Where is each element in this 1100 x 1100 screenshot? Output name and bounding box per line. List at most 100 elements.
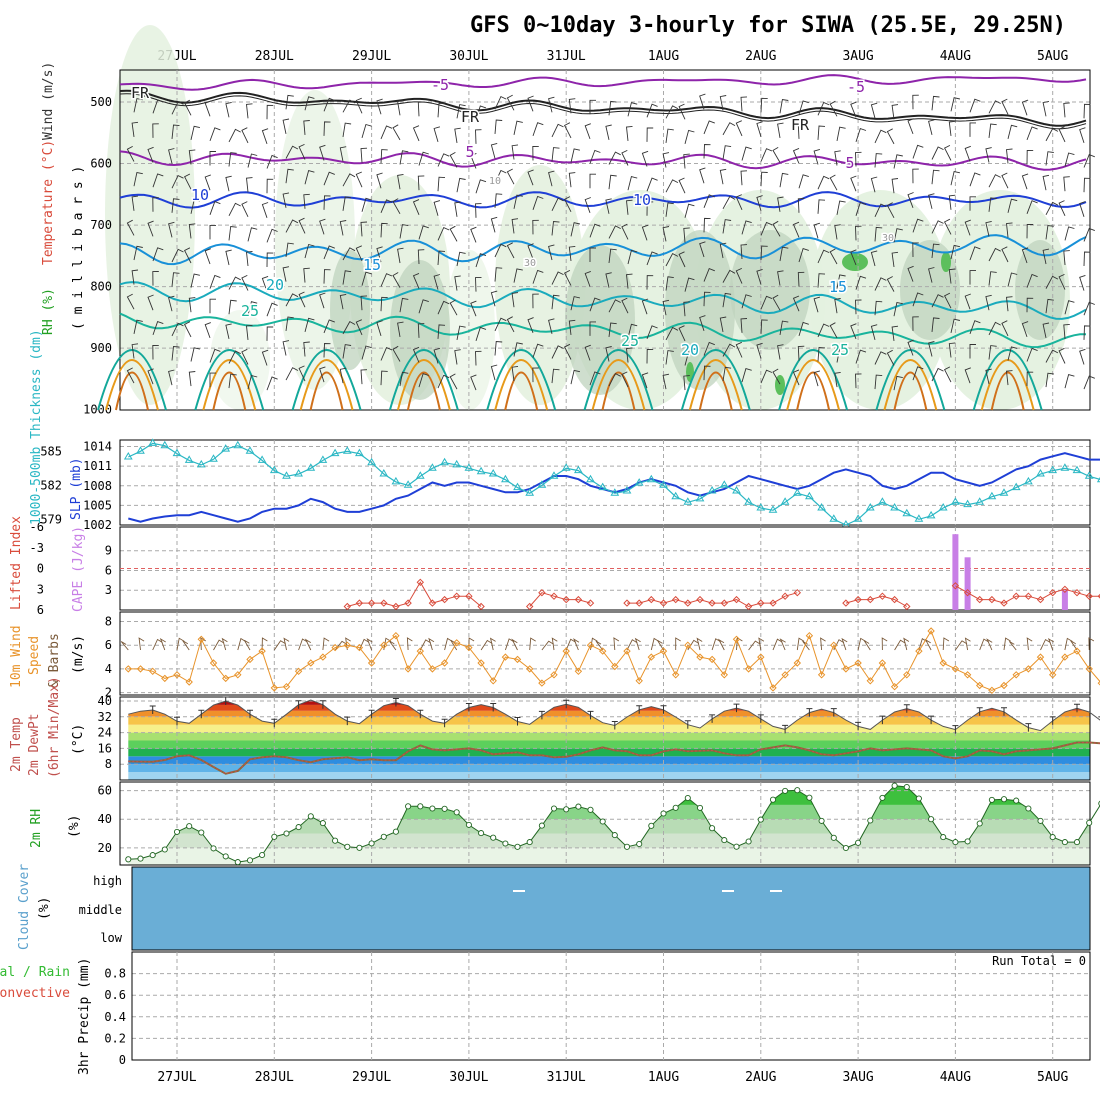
- boundary-layer-contour: [796, 371, 831, 411]
- wind-barb-10m: [1003, 637, 1011, 651]
- wind-barb: [829, 100, 838, 117]
- wind-speed-point: [939, 659, 947, 667]
- wind-speed-point: [1024, 665, 1033, 673]
- wind-barb: [797, 271, 805, 287]
- date-label-top: 2AUG: [745, 49, 776, 64]
- rh-point: [332, 837, 339, 844]
- wind-barb: [626, 199, 633, 215]
- cape-ylabel-cape: CAPE (J/kg): [71, 526, 86, 612]
- wind-barb: [1063, 323, 1070, 339]
- cloud-yunit: (%): [37, 897, 52, 920]
- wind-speed-point: [343, 641, 352, 649]
- wind-barb-10m: [626, 639, 638, 651]
- wind-barb: [608, 100, 617, 116]
- wind-barb: [548, 244, 555, 261]
- wind-barb: [665, 105, 679, 119]
- wind-barb: [719, 316, 727, 332]
- wind-barb: [511, 292, 519, 308]
- wind-barb-10m: [595, 640, 604, 651]
- date-axis-top: 27JUL 28JUL 29JUL 30JUL 31JUL 1AUG 2AUG 3AUG 4AU…: [157, 49, 1068, 64]
- wind-barb: [699, 167, 706, 184]
- wind-barb: [684, 351, 695, 366]
- temp-band: [128, 710, 1090, 717]
- wind-barb: [1007, 124, 1018, 140]
- wind-barb: [548, 170, 555, 187]
- rh-point: [234, 859, 241, 866]
- wind-barb: [266, 252, 274, 268]
- wind-speed-line: [128, 629, 1100, 691]
- thickness-point: [464, 463, 474, 471]
- wind-barb: [969, 122, 976, 137]
- wind-barb: [183, 321, 192, 338]
- wind-barb: [964, 219, 971, 236]
- date-label-bottom: 30JUL: [449, 1070, 488, 1085]
- rh-point: [599, 818, 606, 825]
- boundary-layer-contour: [291, 349, 362, 411]
- boundary-layer-contour: [194, 349, 265, 411]
- wind-speed-point: [513, 655, 522, 664]
- wind-barb: [454, 349, 461, 365]
- wind-barb: [772, 220, 781, 237]
- wind-barb: [1026, 223, 1034, 239]
- wind-speed-point: [708, 655, 716, 664]
- thickness-point: [355, 448, 364, 457]
- wind-barb: [376, 320, 383, 337]
- wind-barb: [188, 149, 196, 165]
- wind-barb: [319, 218, 326, 235]
- thickness-point: [1084, 471, 1094, 479]
- wind-speed-point: [1048, 671, 1057, 679]
- wind-barb: [870, 324, 878, 341]
- temp-minmax-marker: [490, 703, 497, 712]
- wind-speed-point: [890, 682, 899, 691]
- rh-region: [105, 25, 195, 405]
- boundary-layer-contour: [388, 349, 459, 411]
- wind-speed-point: [161, 674, 169, 683]
- wind-barb: [171, 346, 180, 361]
- temp-minmax-marker: [174, 716, 180, 726]
- rh-point: [696, 804, 704, 811]
- rh-shading: [105, 25, 1070, 410]
- thickness-point: [318, 455, 328, 463]
- precip-ylabel-3: 3hr Precip (mm): [77, 958, 92, 1075]
- wind-barb: [319, 144, 326, 161]
- rh-point: [563, 806, 570, 813]
- wind-barb: [454, 201, 461, 217]
- wind-barb-10m: [590, 637, 598, 651]
- thickness-point: [537, 480, 547, 488]
- li-point: [1000, 599, 1008, 607]
- temp-ylabel-1: 2m Temp: [9, 717, 24, 772]
- thickness-point: [440, 457, 449, 466]
- rh-region-dense: [730, 230, 810, 350]
- wind-barb: [168, 295, 175, 312]
- wind-barb: [397, 321, 404, 337]
- wind-barb: [131, 195, 139, 211]
- wind-barb: [527, 317, 534, 334]
- wind-barb: [1058, 200, 1066, 216]
- li-point: [550, 592, 558, 600]
- wind-barb: [817, 347, 826, 362]
- wind-barb: [131, 343, 139, 359]
- wind-barb: [589, 247, 596, 262]
- wind-barb: [152, 344, 159, 360]
- wind-barb: [261, 128, 269, 145]
- wind-barb: [494, 243, 507, 258]
- temp-ytick: 32: [98, 710, 112, 724]
- rh-point: [271, 833, 278, 840]
- wind-speed-point: [124, 665, 133, 673]
- thickness-point: [792, 488, 802, 496]
- wind-barb: [247, 301, 258, 316]
- date-label-top: 1AUG: [648, 49, 679, 64]
- wind-barb: [494, 96, 507, 110]
- li-point: [647, 595, 656, 604]
- wind-barb: [188, 371, 196, 387]
- wind-barb: [494, 267, 503, 282]
- boundary-layer-contour: [105, 359, 159, 411]
- wind-barb: [855, 299, 862, 315]
- wind-barb: [355, 319, 363, 336]
- wind-barb: [626, 347, 633, 363]
- wind-barb: [323, 97, 335, 112]
- wind-barb: [907, 265, 914, 282]
- rh-point: [964, 838, 971, 845]
- wind-barb: [475, 203, 482, 218]
- wind-barb: [126, 219, 135, 236]
